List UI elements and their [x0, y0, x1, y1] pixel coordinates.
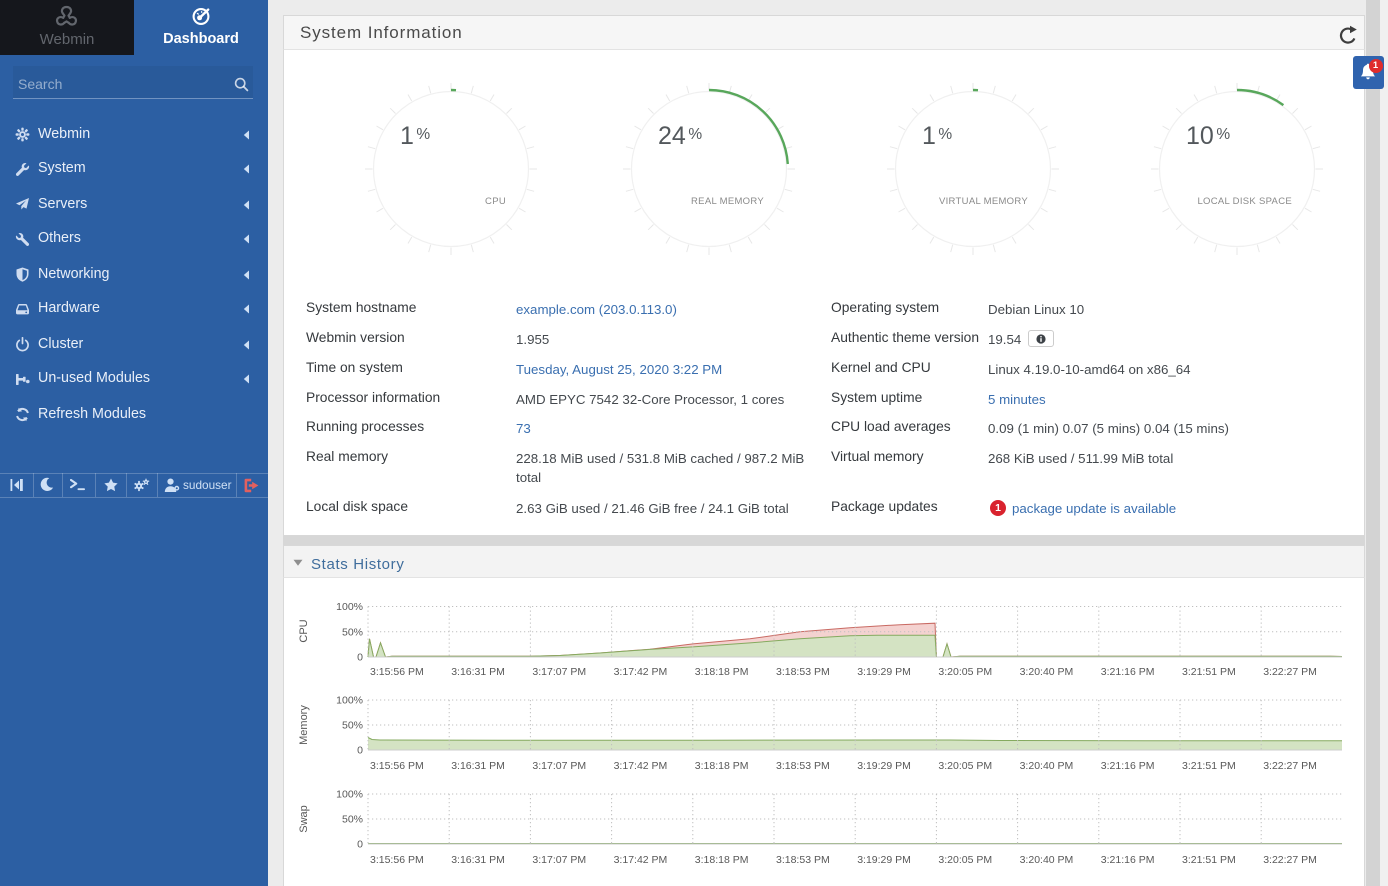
svg-text:3:20:40 PM: 3:20:40 PM — [1020, 666, 1074, 678]
svg-text:100%: 100% — [336, 601, 363, 613]
svg-text:3:21:51 PM: 3:21:51 PM — [1182, 854, 1236, 866]
svg-text:3:17:42 PM: 3:17:42 PM — [614, 760, 668, 772]
svg-text:50%: 50% — [342, 814, 363, 826]
svg-text:0: 0 — [357, 745, 363, 757]
svg-text:Memory: Memory — [298, 705, 310, 745]
svg-text:100%: 100% — [336, 695, 363, 707]
svg-text:3:21:16 PM: 3:21:16 PM — [1101, 854, 1155, 866]
svg-text:3:17:42 PM: 3:17:42 PM — [614, 666, 668, 678]
svg-text:3:15:56 PM: 3:15:56 PM — [370, 854, 424, 866]
svg-text:3:22:27 PM: 3:22:27 PM — [1263, 760, 1317, 772]
svg-text:3:15:56 PM: 3:15:56 PM — [370, 666, 424, 678]
svg-text:3:18:53 PM: 3:18:53 PM — [776, 760, 830, 772]
svg-text:3:16:31 PM: 3:16:31 PM — [451, 666, 505, 678]
svg-text:3:22:27 PM: 3:22:27 PM — [1263, 854, 1317, 866]
svg-text:3:16:31 PM: 3:16:31 PM — [451, 760, 505, 772]
svg-text:50%: 50% — [342, 720, 363, 732]
svg-text:0: 0 — [357, 839, 363, 851]
svg-text:3:20:05 PM: 3:20:05 PM — [938, 854, 992, 866]
svg-text:3:22:27 PM: 3:22:27 PM — [1263, 666, 1317, 678]
svg-text:3:16:31 PM: 3:16:31 PM — [451, 854, 505, 866]
svg-text:3:21:51 PM: 3:21:51 PM — [1182, 760, 1236, 772]
svg-text:3:18:18 PM: 3:18:18 PM — [695, 760, 749, 772]
svg-text:3:19:29 PM: 3:19:29 PM — [857, 854, 911, 866]
svg-text:3:19:29 PM: 3:19:29 PM — [857, 666, 911, 678]
svg-text:3:18:18 PM: 3:18:18 PM — [695, 666, 749, 678]
svg-text:CPU: CPU — [298, 619, 310, 642]
svg-text:3:20:05 PM: 3:20:05 PM — [938, 760, 992, 772]
svg-text:LOCAL DISK SPACE: LOCAL DISK SPACE — [1197, 196, 1292, 207]
svg-text:3:17:42 PM: 3:17:42 PM — [614, 854, 668, 866]
svg-text:3:15:56 PM: 3:15:56 PM — [370, 760, 424, 772]
svg-text:0: 0 — [357, 652, 363, 664]
svg-text:3:21:51 PM: 3:21:51 PM — [1182, 666, 1236, 678]
svg-text:3:17:07 PM: 3:17:07 PM — [532, 760, 586, 772]
svg-text:3:18:18 PM: 3:18:18 PM — [695, 854, 749, 866]
svg-text:3:18:53 PM: 3:18:53 PM — [776, 666, 830, 678]
svg-text:3:21:16 PM: 3:21:16 PM — [1101, 666, 1155, 678]
svg-text:CPU: CPU — [485, 196, 506, 207]
svg-text:3:20:05 PM: 3:20:05 PM — [938, 666, 992, 678]
svg-text:3:19:29 PM: 3:19:29 PM — [857, 760, 911, 772]
svg-text:Swap: Swap — [298, 805, 310, 833]
svg-text:3:18:53 PM: 3:18:53 PM — [776, 854, 830, 866]
svg-text:50%: 50% — [342, 626, 363, 638]
svg-text:3:17:07 PM: 3:17:07 PM — [532, 854, 586, 866]
svg-text:3:20:40 PM: 3:20:40 PM — [1020, 854, 1074, 866]
svg-text:VIRTUAL MEMORY: VIRTUAL MEMORY — [939, 196, 1028, 207]
svg-text:REAL MEMORY: REAL MEMORY — [691, 196, 764, 207]
svg-text:3:17:07 PM: 3:17:07 PM — [532, 666, 586, 678]
svg-text:3:20:40 PM: 3:20:40 PM — [1020, 760, 1074, 772]
svg-text:100%: 100% — [336, 789, 363, 801]
svg-text:3:21:16 PM: 3:21:16 PM — [1101, 760, 1155, 772]
